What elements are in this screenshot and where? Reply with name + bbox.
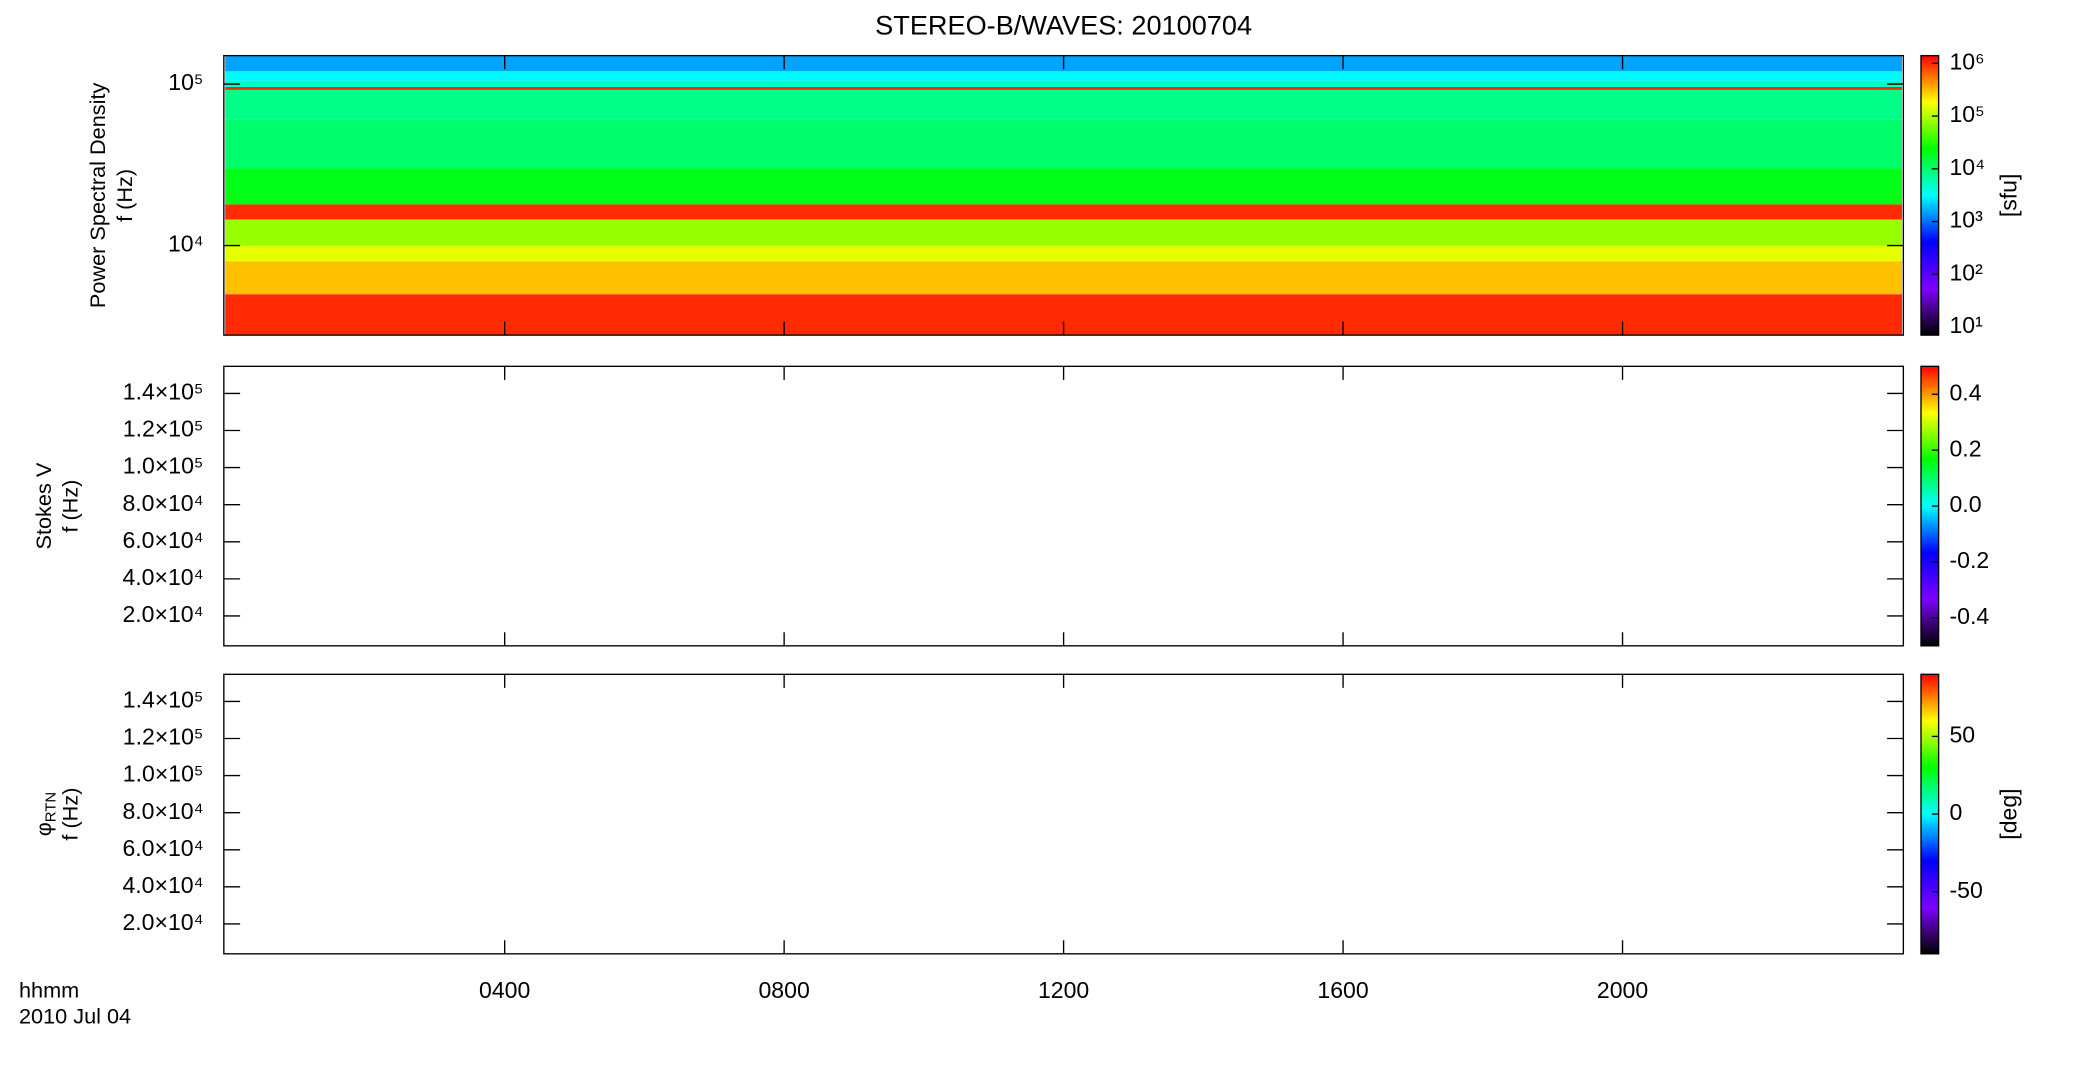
colorbar-tick-label: -0.2 xyxy=(1949,547,1989,573)
y-axis-label: φRTN xyxy=(31,792,60,836)
y-tick-label: 2.0×10⁴ xyxy=(122,601,203,627)
x-tick-label: 2000 xyxy=(1597,977,1648,1003)
colorbar-tick-label: 10⁵ xyxy=(1949,101,1984,127)
spectrogram-band xyxy=(225,168,1903,205)
colorbar xyxy=(1920,54,1940,336)
spectrogram-band xyxy=(225,80,1903,87)
y-axis-label-sub: RTN xyxy=(42,792,59,822)
y-tick-label: 1.2×10⁵ xyxy=(123,416,204,442)
date-label: 2010 Jul 04 xyxy=(19,1003,131,1028)
colorbar-tick-label: 10¹ xyxy=(1949,312,1983,338)
y-axis-unit-label: f (Hz) xyxy=(58,480,83,533)
y-tick-label: 4.0×10⁴ xyxy=(122,872,203,898)
colorbar-tick-label: -0.4 xyxy=(1949,603,1989,629)
spectrogram-band xyxy=(225,219,1903,246)
y-tick-label: 6.0×10⁴ xyxy=(122,527,203,553)
y-tick-label: 10⁴ xyxy=(168,231,204,257)
y-axis-unit-label: f (Hz) xyxy=(112,169,137,222)
y-tick-label: 1.4×10⁵ xyxy=(123,379,204,405)
x-axis-label: hhmm xyxy=(19,978,79,1003)
colorbar-tick-label: 0.4 xyxy=(1949,379,1981,405)
y-tick-label: 8.0×10⁴ xyxy=(122,490,203,516)
x-tick-label: 0800 xyxy=(758,977,809,1003)
spectrogram-band xyxy=(225,261,1903,295)
y-tick-label: 2.0×10⁴ xyxy=(122,909,203,935)
y-tick-label: 10⁵ xyxy=(168,69,203,95)
y-tick-label: 8.0×10⁴ xyxy=(122,798,203,824)
y-tick-label: 4.0×10⁴ xyxy=(122,564,203,590)
spectrogram-band xyxy=(225,86,1903,90)
y-axis-label-text: Power Spectral Density xyxy=(85,83,110,309)
spectrogram-band xyxy=(225,71,1903,81)
colorbar-tick-label: 0.2 xyxy=(1949,435,1981,461)
y-axis-unit-label: f (Hz) xyxy=(58,788,83,841)
x-tick-label: 1200 xyxy=(1038,977,1089,1003)
colorbar-tick-label: 10⁶ xyxy=(1949,48,1984,74)
colorbar-tick-label: -50 xyxy=(1949,877,1982,903)
x-tick-label: 0400 xyxy=(479,977,530,1003)
y-axis-label: Stokes V xyxy=(31,462,56,549)
y-tick-label: 1.0×10⁵ xyxy=(123,761,204,787)
colorbar-tick-label: 0 xyxy=(1949,799,1962,825)
spectrogram-band xyxy=(225,245,1903,262)
y-axis-label-text: φ xyxy=(31,822,56,836)
plot-frame xyxy=(223,673,1905,955)
spectrogram-band xyxy=(225,89,1903,120)
colorbar-tick-label: 50 xyxy=(1949,722,1975,748)
y-axis-label: Power Spectral Density xyxy=(85,83,110,309)
colorbar-tick-label: 0.0 xyxy=(1949,491,1981,517)
colorbar-label: [deg] xyxy=(1996,788,2022,839)
spectrogram-band xyxy=(225,204,1903,220)
colorbar-tick-label: 10⁴ xyxy=(1949,154,1985,180)
spectrogram-band xyxy=(225,119,1903,169)
y-tick-label: 1.2×10⁵ xyxy=(123,724,204,750)
y-tick-label: 1.4×10⁵ xyxy=(123,686,204,712)
colorbar-tick-label: 10³ xyxy=(1949,207,1983,233)
colorbar-label: [sfu] xyxy=(1996,174,2022,218)
y-tick-label: 6.0×10⁴ xyxy=(122,835,203,861)
y-tick-label: 1.0×10⁵ xyxy=(123,453,204,479)
chart-title: STEREO-B/WAVES: 20100704 xyxy=(875,9,1252,40)
colorbar-tick-label: 10² xyxy=(1949,259,1983,285)
y-axis-label-text: Stokes V xyxy=(31,462,56,549)
x-tick-label: 1600 xyxy=(1317,977,1368,1003)
plot-frame xyxy=(223,365,1905,647)
